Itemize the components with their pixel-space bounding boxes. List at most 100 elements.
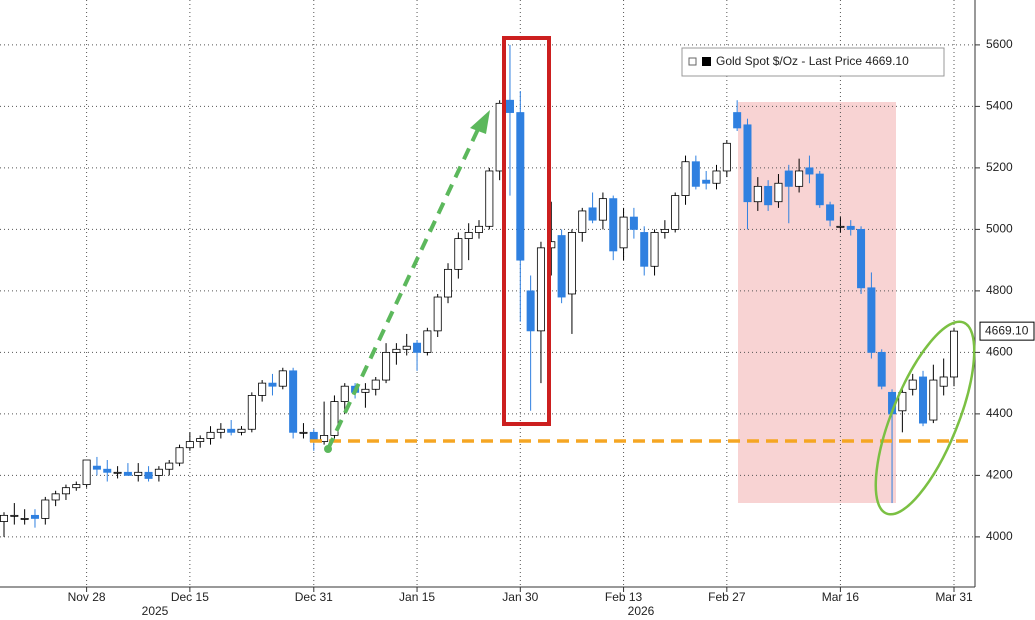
candle-body — [433, 296, 442, 332]
y-tick-label: 5200 — [986, 160, 1013, 174]
candle-body — [526, 290, 535, 332]
candle-body — [320, 435, 329, 442]
candle-body — [671, 195, 680, 230]
x-tick-label: Mar 31 — [935, 590, 973, 604]
candle-body — [206, 431, 215, 439]
x-tick-label: Dec 31 — [295, 590, 333, 604]
candle-body — [516, 112, 525, 261]
candle-body — [444, 268, 453, 298]
candle-body — [774, 182, 783, 203]
candle-body — [950, 330, 959, 378]
y-tick-label: 5400 — [986, 99, 1013, 113]
x-tick-label: Jan 15 — [399, 590, 435, 604]
last-price: 4669.10 — [979, 321, 1035, 341]
candle-body — [154, 468, 163, 476]
candle-body — [650, 232, 659, 267]
candle-body — [10, 514, 19, 517]
candle-body — [340, 385, 349, 402]
candle-body — [784, 170, 793, 187]
candle-body — [413, 342, 422, 353]
legend-swatch — [702, 57, 711, 66]
candle-body — [454, 238, 463, 270]
candle-body — [485, 170, 494, 227]
candle-body — [382, 351, 391, 381]
candle-body — [474, 225, 483, 233]
candle-body — [216, 428, 225, 433]
y-tick-label: 4000 — [986, 529, 1013, 543]
candle-body — [919, 376, 928, 424]
candle-body — [805, 167, 814, 175]
candle-body — [795, 170, 804, 187]
candle-body — [51, 493, 60, 501]
candle-body — [753, 185, 762, 203]
x-tick-label: Jan 30 — [502, 590, 538, 604]
candle-body — [712, 170, 721, 184]
candle-body — [0, 514, 8, 522]
candle-body — [929, 379, 938, 421]
x-tick-label: Mar 16 — [822, 590, 860, 604]
candle-body — [826, 204, 835, 221]
candle-body — [144, 471, 153, 479]
candle-body — [289, 370, 298, 433]
candle-body — [743, 124, 752, 203]
candle-body — [61, 487, 70, 495]
candle-body — [908, 379, 917, 390]
candle-body — [134, 471, 143, 476]
candle-body — [640, 232, 649, 267]
candle-body — [268, 382, 277, 387]
candle-body — [72, 484, 81, 489]
trend-arrow — [326, 124, 482, 450]
candle-body — [103, 468, 112, 473]
candle-body — [402, 345, 411, 350]
candle-body — [392, 348, 401, 353]
candle-body — [846, 225, 855, 230]
x-tick-label: Dec 15 — [171, 590, 209, 604]
arrow-head — [470, 110, 490, 134]
y-tick-label: 5000 — [986, 222, 1013, 236]
candle-body — [92, 465, 101, 470]
candle-body — [536, 247, 545, 332]
candle-body — [702, 179, 711, 184]
candle-body — [609, 198, 618, 252]
last-price-box — [979, 321, 1035, 341]
candle-body — [185, 441, 194, 449]
candle-body — [815, 173, 824, 206]
candle-body — [733, 112, 742, 129]
x-tick-label: Feb 27 — [708, 590, 746, 604]
candle-body — [660, 228, 669, 233]
candle-body — [939, 376, 948, 387]
candle-body — [898, 391, 907, 412]
year-label: 2026 — [628, 604, 655, 618]
candle-body — [567, 232, 576, 295]
candle-body — [20, 518, 29, 520]
candle-body — [691, 161, 700, 187]
red-box — [502, 36, 551, 426]
candle-body — [361, 388, 370, 393]
y-tick-label: 4800 — [986, 283, 1013, 297]
candle-body — [247, 395, 256, 430]
candle-body — [722, 142, 731, 172]
legend-toggle — [688, 57, 697, 66]
candle-body — [423, 330, 432, 353]
year-label: 2025 — [142, 604, 169, 618]
candle-body — [330, 401, 339, 436]
candle-body — [41, 499, 50, 519]
candle-body — [867, 287, 876, 353]
candles — [0, 44, 959, 537]
candle-body — [505, 99, 514, 113]
candle-body — [227, 428, 236, 433]
candle-body — [30, 514, 39, 519]
last-price-label: 4669.10 — [985, 323, 1029, 337]
y-tick-label: 4400 — [986, 406, 1013, 420]
candle-body — [557, 235, 566, 298]
green-ellipse — [874, 320, 976, 516]
candle-body — [857, 228, 866, 289]
candle-body — [299, 431, 308, 434]
candle-body — [123, 471, 132, 476]
candle-body — [258, 382, 267, 396]
candle-body — [629, 216, 638, 230]
candle-body — [175, 447, 184, 464]
candle-body — [278, 370, 287, 387]
legend — [681, 47, 945, 77]
